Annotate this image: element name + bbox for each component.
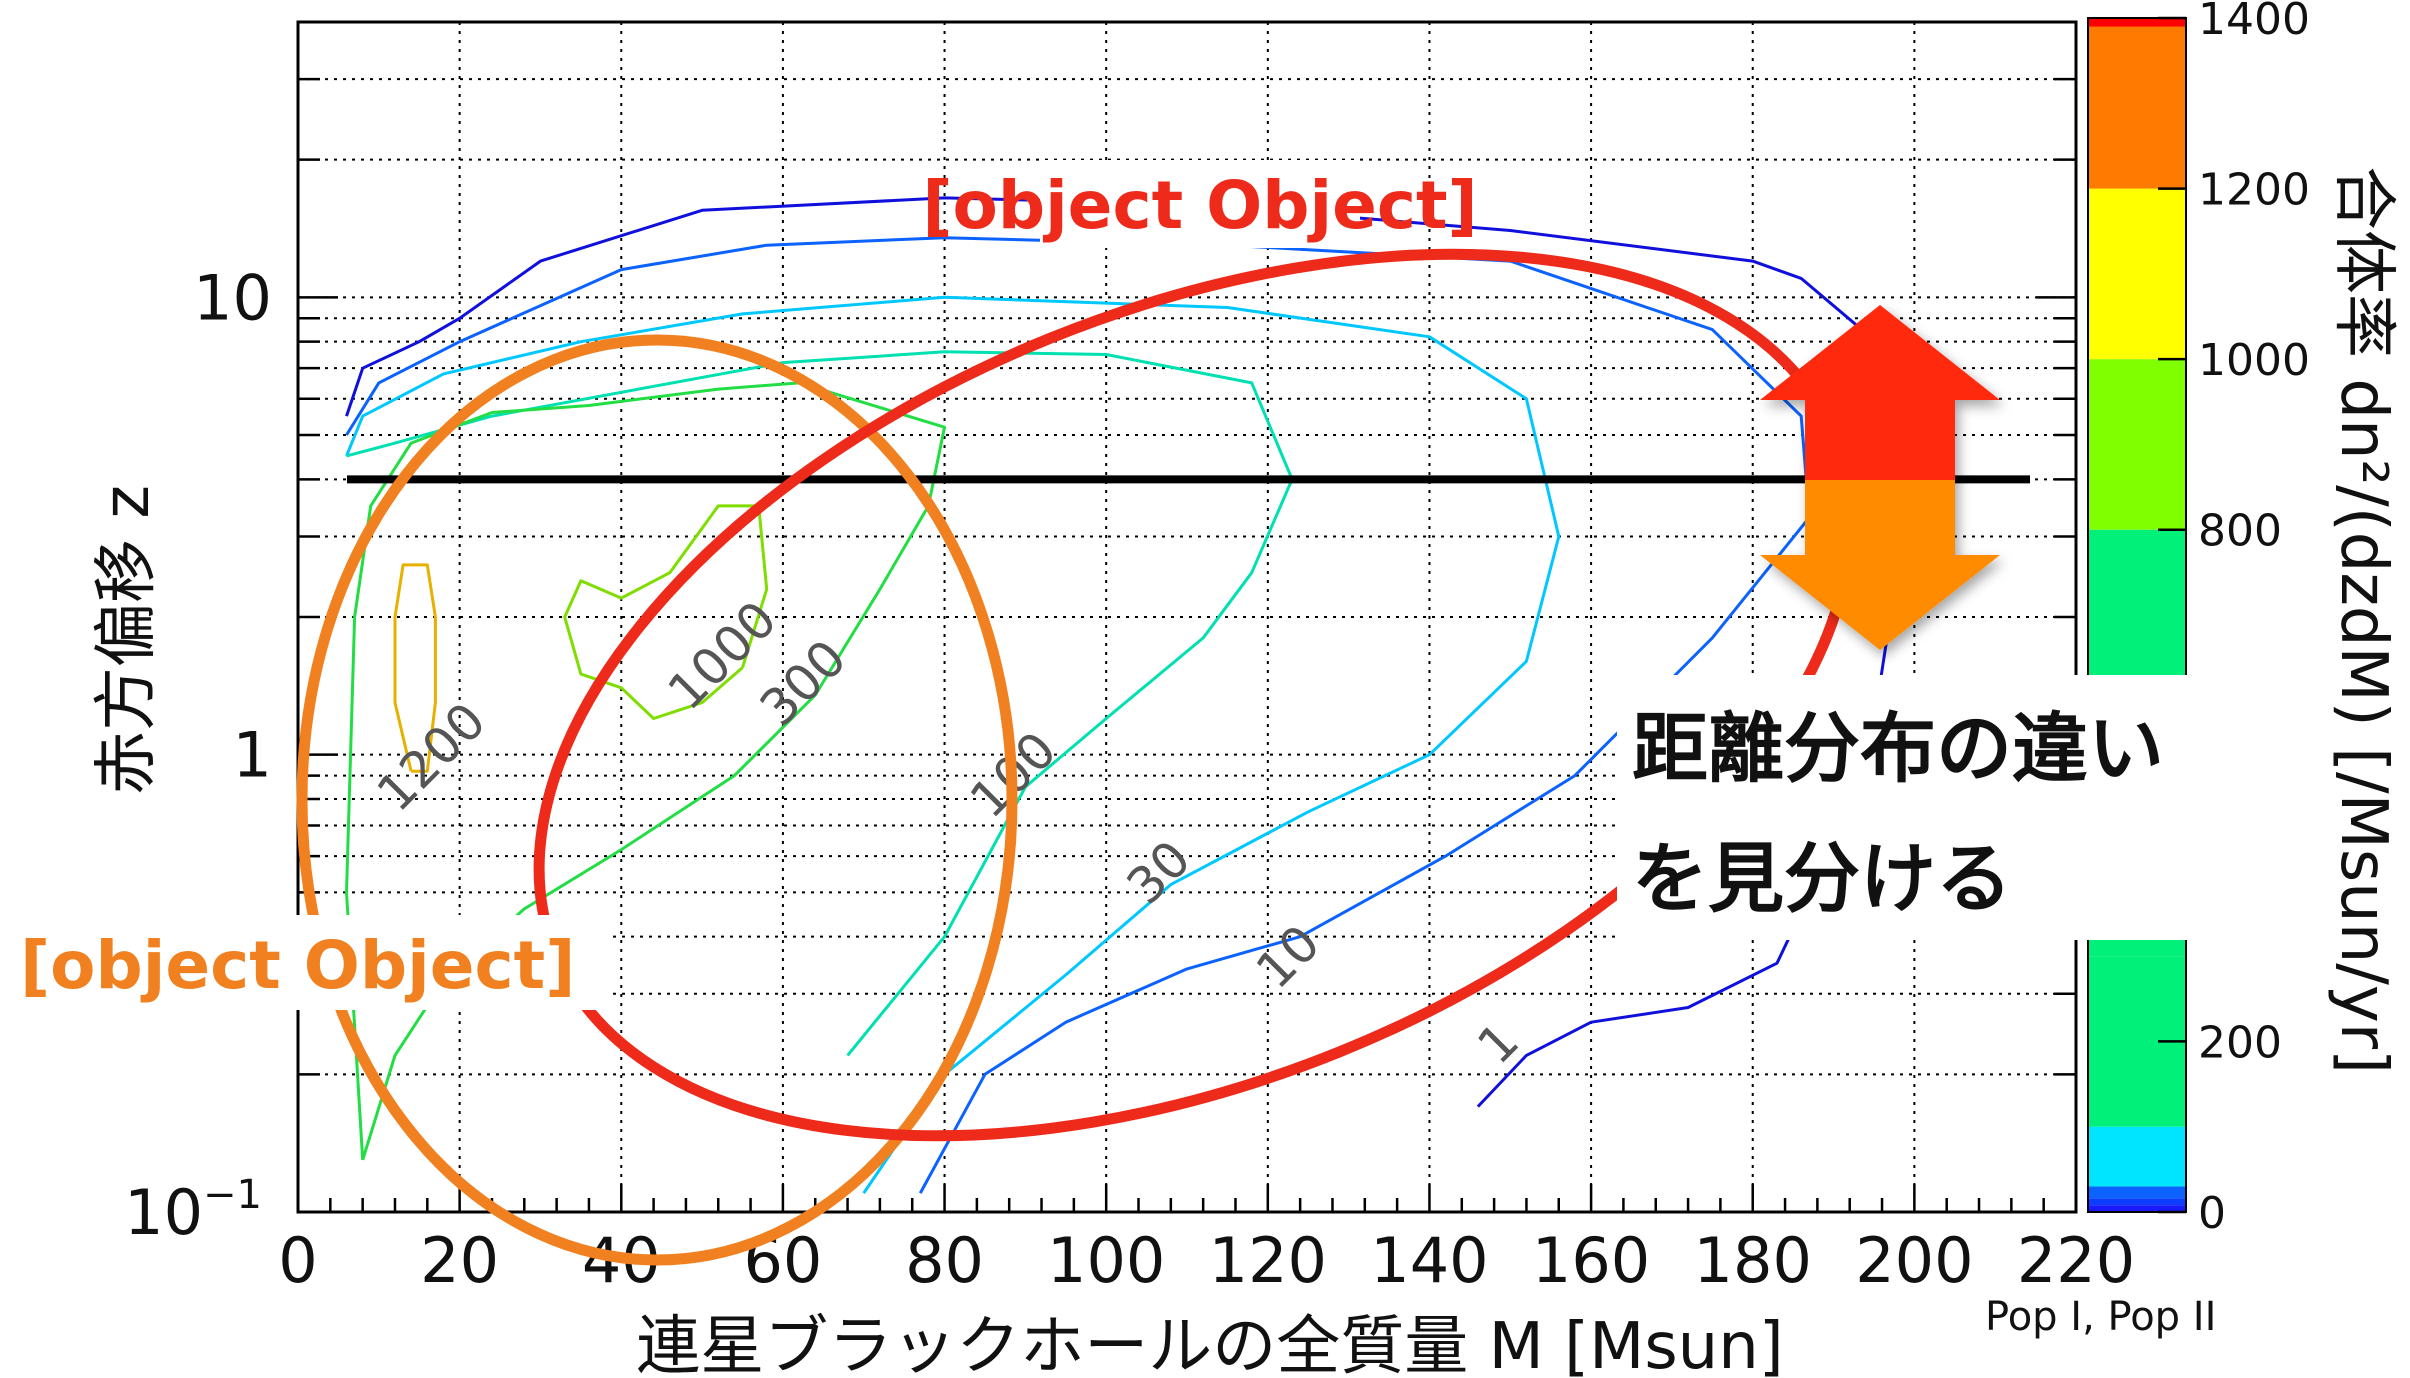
colorbar-band	[2088, 1198, 2186, 1206]
note-line-1: 距離分布の違い	[1632, 704, 2164, 793]
colorbar-tick-label: 800	[2198, 506, 2282, 557]
source-note: Pop I, Pop II	[1985, 1294, 2216, 1340]
x-tick-label: 20	[420, 1224, 499, 1297]
x-tick-label: 220	[2017, 1224, 2135, 1297]
x-axis-title: 連星ブラックホールの全質量 M [Msun]	[636, 1310, 1784, 1378]
note-box	[1617, 675, 2317, 940]
x-tick-labels: 0 20 40 60 80 100 120 140 160 180 200 220	[278, 1224, 2135, 1297]
y-tick-labels: 10−1 1 10	[124, 261, 272, 1249]
contour-line-10	[345, 236, 1811, 1194]
double-arrow-icon	[1760, 305, 2000, 650]
x-tick-label: 160	[1532, 1224, 1650, 1297]
y-axis-title: 赤方偏移 z	[90, 485, 164, 795]
colorbar-band	[2088, 18, 2186, 27]
colorbar-band	[2088, 26, 2186, 189]
pop12-label-bg	[10, 915, 610, 1010]
colorbar-tick-label: 1400	[2198, 0, 2310, 45]
note-line-2: を見分ける	[1632, 834, 2012, 923]
colorbar-band	[2088, 359, 2186, 530]
contour-line-1	[345, 196, 1900, 1108]
x-tick-label: 80	[905, 1224, 984, 1297]
x-tick-label: 200	[1855, 1224, 1973, 1297]
y-tick-label: 10−1	[124, 1172, 262, 1249]
x-tick-label: 0	[278, 1224, 317, 1297]
colorbar-tick-label: 1000	[2198, 335, 2310, 386]
colorbar-band	[2088, 1126, 2186, 1187]
colorbar-tick-label: 1200	[2198, 165, 2310, 216]
colorbar-band	[2088, 188, 2186, 360]
pop12-label: [object Object]	[20, 927, 575, 1004]
contour-lines	[345, 196, 1900, 1194]
colorbar-band	[2088, 1186, 2186, 1199]
pop12-ellipse	[296, 334, 1018, 1266]
colorbar-tick-label: 200	[2198, 1017, 2282, 1068]
contour-line-300	[345, 381, 946, 1161]
colorbar: 0 200 800 1000 1200 1400	[2087, 0, 2310, 1239]
pop3-label: [object Object]	[922, 167, 1477, 244]
colorbar-title: 合体率 dn²/(dzdM) [/Msun/yr]	[2326, 166, 2400, 1074]
pop3-label-bg	[1040, 160, 1360, 248]
contour-line-30	[345, 295, 1561, 1194]
x-tick-label: 180	[1694, 1224, 1812, 1297]
x-tick-label: 120	[1209, 1224, 1327, 1297]
colorbar-frame	[2087, 17, 2187, 1213]
x-tick-label: 140	[1370, 1224, 1488, 1297]
colorbar-tick-label: 0	[2198, 1188, 2226, 1239]
y-tick-label: 10	[193, 261, 272, 334]
x-tick-label: 100	[1047, 1224, 1165, 1297]
contour-line-1200	[393, 563, 437, 773]
y-tick-label: 1	[233, 719, 272, 792]
colorbar-band	[2088, 1205, 2186, 1212]
